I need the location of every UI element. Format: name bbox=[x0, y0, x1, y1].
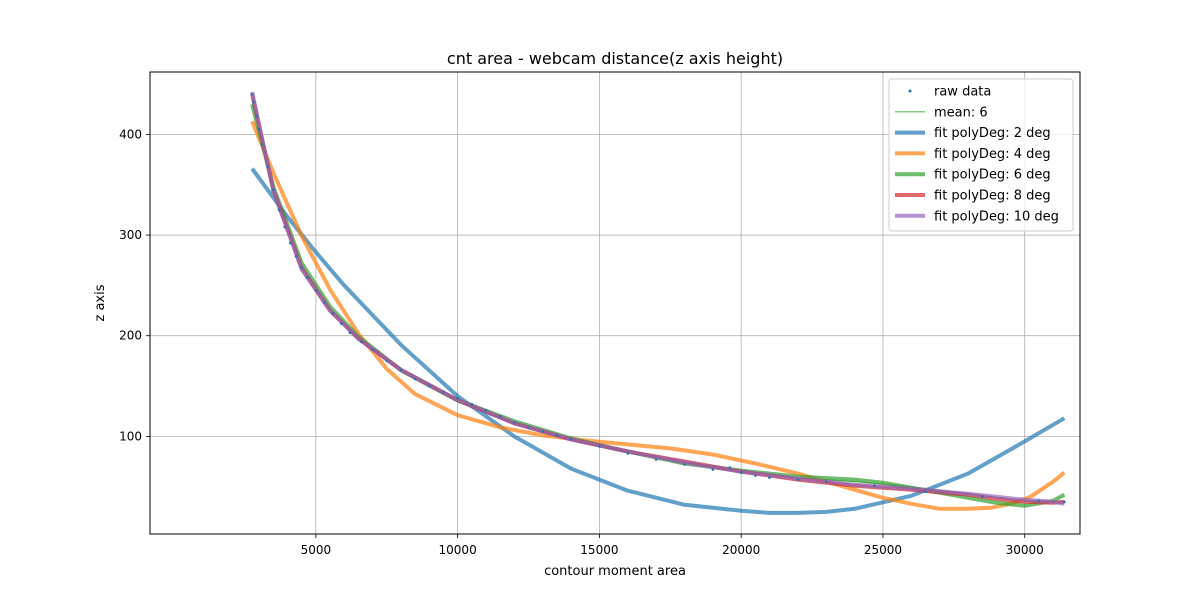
raw-data-point bbox=[527, 426, 530, 429]
y-tick-label: 200 bbox=[119, 329, 142, 343]
plot-frame bbox=[149, 71, 1081, 535]
x-axis-label: contour moment area bbox=[544, 564, 686, 579]
raw-data-point bbox=[348, 331, 352, 334]
raw-data-point bbox=[470, 402, 474, 406]
x-tick-label: 20000 bbox=[722, 543, 760, 557]
raw-data-point bbox=[569, 438, 573, 441]
raw-data-point bbox=[796, 478, 800, 481]
x-tick-label: 15000 bbox=[580, 543, 618, 557]
raw-data-point bbox=[484, 408, 488, 412]
raw-data-point bbox=[683, 463, 686, 466]
x-tick-label: 5000 bbox=[301, 543, 332, 557]
raw-data-point bbox=[300, 265, 303, 269]
raw-data-point bbox=[289, 241, 292, 245]
raw-data-point bbox=[359, 340, 363, 344]
raw-data-point bbox=[255, 114, 258, 118]
raw-data-point bbox=[1037, 499, 1041, 503]
raw-data-point bbox=[331, 312, 335, 315]
raw-data-point bbox=[598, 445, 601, 448]
legend-label: fit polyDeg: 8 deg bbox=[934, 189, 1051, 204]
raw-data-point bbox=[385, 359, 389, 363]
raw-data-point bbox=[266, 165, 269, 168]
raw-data-point bbox=[257, 128, 261, 131]
raw-data-point bbox=[272, 188, 275, 192]
raw-data-points bbox=[250, 92, 1066, 504]
raw-data-point bbox=[277, 208, 281, 212]
raw-data-point bbox=[768, 476, 771, 479]
raw-data-point bbox=[371, 348, 374, 352]
raw-data-point bbox=[340, 322, 343, 325]
raw-data-point bbox=[427, 384, 431, 388]
legend-label: fit polyDeg: 6 deg bbox=[934, 168, 1051, 183]
x-tick-label: 25000 bbox=[864, 543, 902, 557]
raw-data-point bbox=[980, 495, 984, 499]
legend-label: fit polyDeg: 4 deg bbox=[934, 147, 1051, 162]
y-tick-label: 100 bbox=[119, 429, 142, 443]
y-tick-label: 400 bbox=[119, 127, 142, 141]
legend: raw data mean: 6 fit polyDeg: 2 deg fit pol… bbox=[888, 78, 1074, 232]
raw-data-point bbox=[456, 396, 459, 400]
x-tick-label: 10000 bbox=[439, 543, 477, 557]
x-tick-label: 30000 bbox=[1006, 543, 1044, 557]
raw-data-point bbox=[654, 458, 658, 461]
raw-data-point bbox=[323, 301, 326, 304]
series-line-1 bbox=[250, 167, 1066, 515]
raw-data-point bbox=[498, 414, 502, 418]
legend-marker bbox=[908, 89, 912, 93]
raw-data-point bbox=[754, 474, 757, 477]
raw-data-point bbox=[924, 490, 927, 494]
legend-label: fit polyDeg: 2 deg bbox=[934, 126, 1051, 141]
raw-data-point bbox=[294, 254, 298, 258]
raw-data-point bbox=[260, 143, 264, 146]
raw-data-point bbox=[824, 480, 828, 483]
raw-data-point bbox=[728, 466, 732, 469]
raw-data-point bbox=[513, 420, 516, 424]
legend-label: fit polyDeg: 10 deg bbox=[934, 209, 1059, 224]
raw-data-point bbox=[314, 289, 318, 292]
raw-data-point bbox=[541, 430, 544, 433]
legend-label: mean: 6 bbox=[934, 105, 988, 120]
raw-data-point bbox=[306, 276, 309, 279]
raw-data-point bbox=[252, 100, 255, 104]
raw-data-point bbox=[626, 452, 630, 455]
y-tick-label: 300 bbox=[119, 228, 142, 242]
x-axis: 5000 10000 15000 20000 25000 30000 bbox=[301, 534, 1044, 557]
raw-data-point bbox=[873, 484, 876, 487]
raw-data-point bbox=[555, 434, 559, 437]
series-line-5 bbox=[250, 91, 1065, 506]
raw-data-point bbox=[413, 377, 417, 381]
raw-data-point bbox=[739, 471, 743, 474]
raw-data-point bbox=[711, 468, 715, 471]
raw-data-point bbox=[283, 225, 286, 229]
legend-box bbox=[888, 78, 1074, 232]
raw-data-point bbox=[399, 368, 403, 372]
y-axis: 100 200 300 400 bbox=[119, 127, 150, 443]
legend-label: raw data bbox=[934, 85, 991, 100]
y-axis-label: z axis bbox=[93, 284, 108, 321]
raw-data-point bbox=[250, 92, 254, 96]
raw-data-point bbox=[442, 390, 445, 394]
chart-title: cnt area - webcam distance(z axis height… bbox=[447, 49, 783, 68]
raw-data-point bbox=[1063, 500, 1066, 504]
